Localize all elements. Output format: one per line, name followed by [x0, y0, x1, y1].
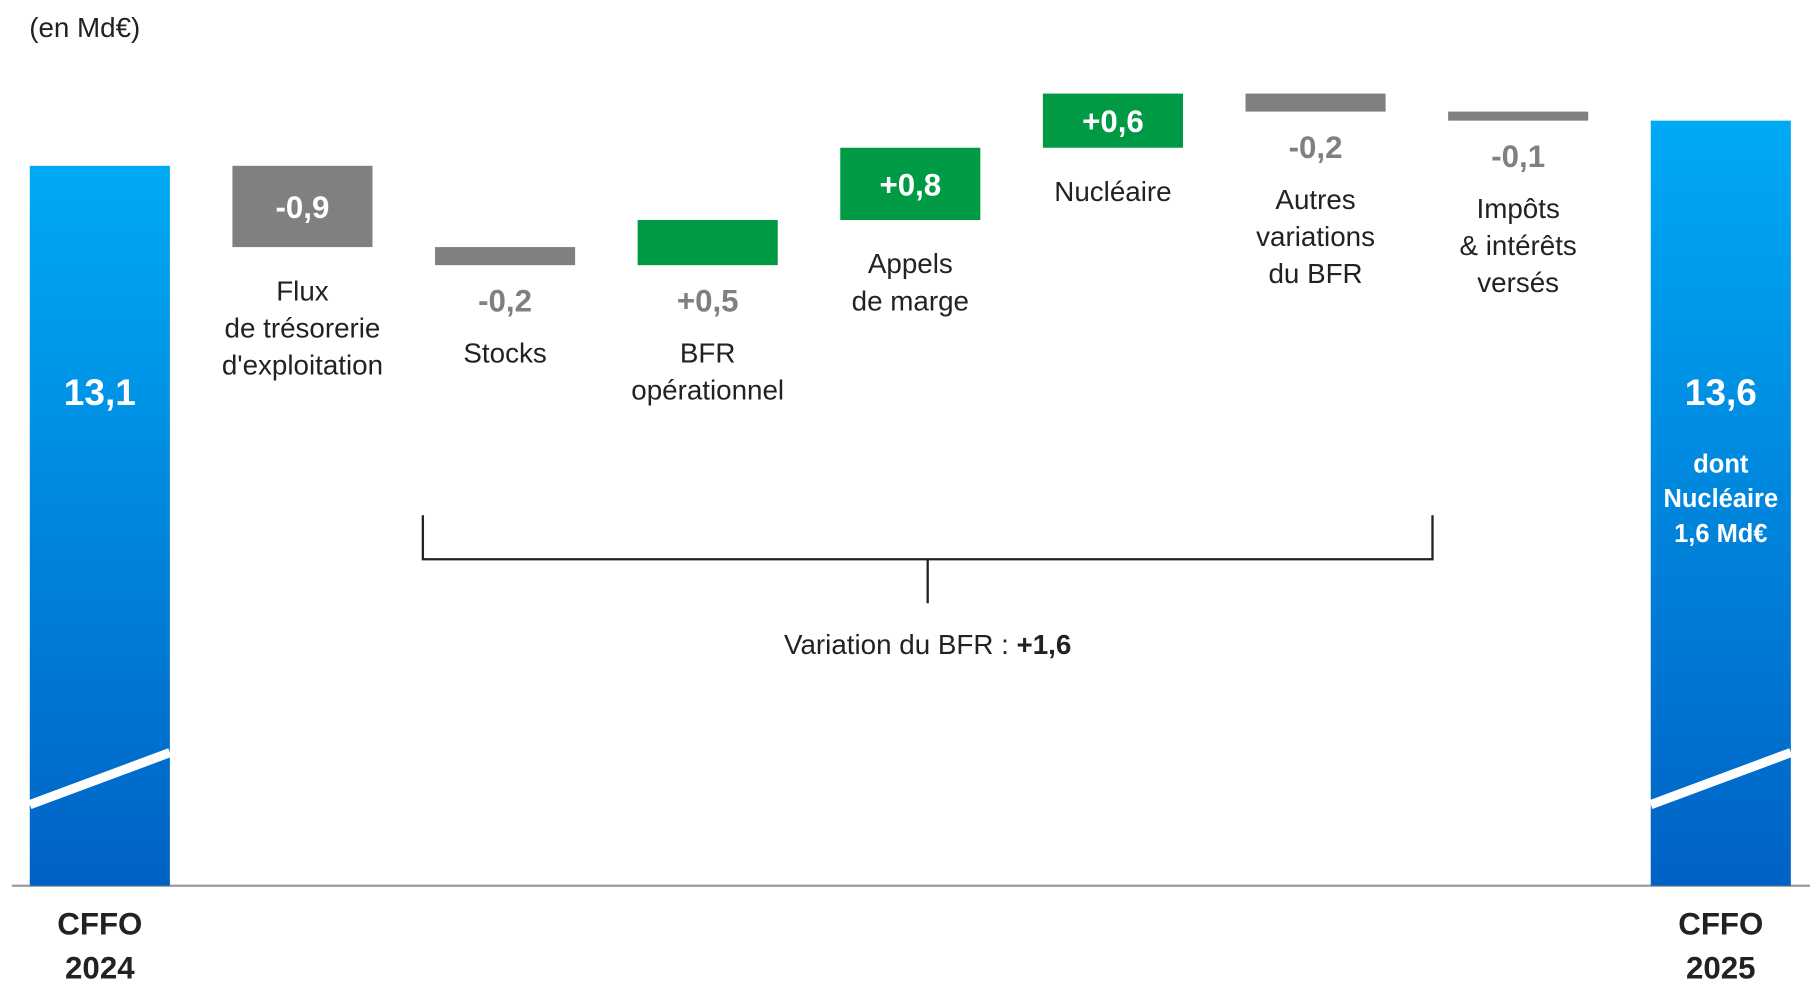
bar — [435, 247, 576, 266]
value-label: -0,1 — [1491, 139, 1545, 174]
x-tick-label: CFFO 2025 — [1678, 906, 1763, 983]
x-tick-label: Appels de marge — [852, 248, 969, 316]
x-tick-label: Autres variations du BFR — [1256, 184, 1375, 289]
value-label: -0,2 — [478, 283, 532, 318]
bar — [840, 147, 981, 220]
bar — [1448, 111, 1589, 121]
x-tick-label: Impôts & intérêts versés — [1460, 193, 1577, 298]
value-label: -0,2 — [1289, 130, 1343, 165]
value-label: +0,8 — [879, 167, 941, 202]
bar — [232, 165, 373, 248]
x-tick-label: Stocks — [463, 337, 546, 368]
bar — [637, 219, 778, 266]
total-note: dont Nucléaire 1,6 Md€ — [1663, 450, 1778, 547]
annotation: Variation du BFR : +1,6 — [784, 629, 1071, 660]
bar — [1245, 93, 1386, 112]
value-label: +0,6 — [1082, 104, 1144, 139]
value-label: +0,5 — [677, 283, 739, 318]
subtitle: (en Md€) — [29, 12, 140, 43]
bar — [1042, 93, 1183, 148]
value-label: -0,9 — [276, 190, 330, 225]
annotation-text: Variation du BFR : — [784, 629, 1009, 660]
value-label: 13,1 — [64, 371, 136, 413]
axis-break — [28, 748, 172, 810]
x-tick-label: BFR opérationnel — [631, 337, 784, 405]
value-label: 13,6 — [1685, 371, 1757, 413]
x-tick-label: Flux de trésorerie d'exploitation — [222, 275, 383, 380]
x-tick-label: CFFO 2024 — [57, 906, 142, 983]
annotation-value: +1,6 — [1017, 629, 1072, 660]
axis-break — [1649, 748, 1793, 810]
x-tick-label: Nucléaire — [1054, 176, 1171, 207]
bracket — [421, 515, 1434, 604]
